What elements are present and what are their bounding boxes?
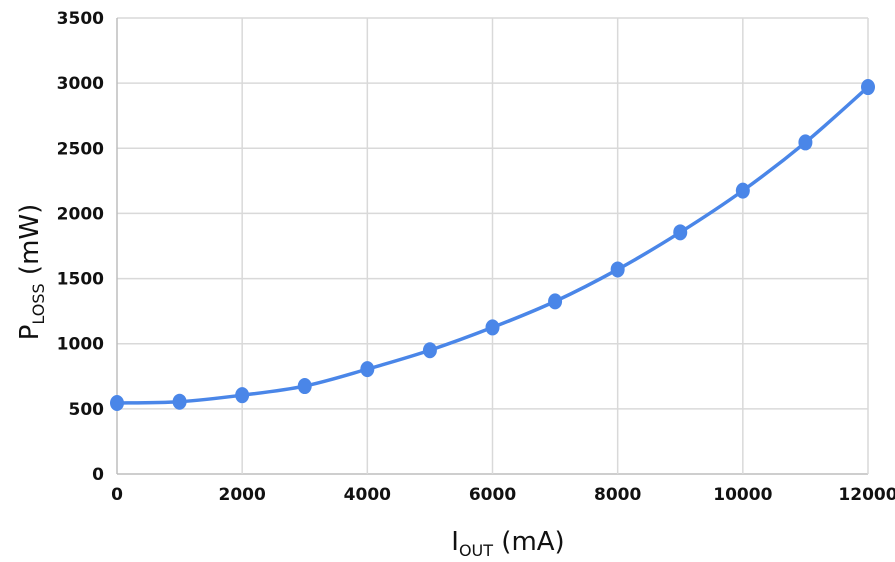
x-tick-label: 6000 bbox=[469, 485, 516, 505]
data-point bbox=[360, 361, 375, 378]
y-tick-label: 2500 bbox=[57, 139, 104, 159]
data-point bbox=[798, 134, 813, 151]
data-point bbox=[485, 319, 500, 336]
y-axis-title-sub: LOSS bbox=[29, 283, 48, 324]
data-point bbox=[172, 393, 187, 410]
x-axis-title-unit: (mA) bbox=[493, 527, 565, 557]
y-tick-label: 1500 bbox=[57, 270, 104, 290]
x-tick-label: 2000 bbox=[219, 485, 266, 505]
x-axis-title: IOUT (mA) bbox=[451, 527, 564, 560]
y-tick-label: 3000 bbox=[57, 74, 104, 94]
x-tick-label: 4000 bbox=[344, 485, 391, 505]
data-point bbox=[235, 387, 250, 404]
data-point bbox=[610, 261, 625, 278]
x-tick-label: 12000 bbox=[838, 485, 895, 505]
x-tick-labels: 0 2000 4000 6000 8000 10000 12000 bbox=[111, 485, 895, 505]
y-tick-label: 3500 bbox=[57, 9, 104, 29]
y-tick-labels: 0 500 1000 1500 2000 2500 3000 3500 bbox=[57, 9, 104, 485]
y-tick-label: 500 bbox=[69, 400, 105, 420]
y-axis-title-unit: (mW) bbox=[15, 204, 45, 284]
data-point bbox=[297, 378, 312, 395]
grid bbox=[116, 17, 869, 475]
y-axis-title: PLOSS (mW) bbox=[15, 204, 48, 341]
x-tick-label: 0 bbox=[111, 485, 123, 505]
x-tick-label: 10000 bbox=[713, 485, 772, 505]
data-point bbox=[673, 224, 688, 241]
y-tick-label: 1000 bbox=[57, 335, 104, 355]
x-axis-title-main: I bbox=[451, 527, 459, 557]
data-point bbox=[110, 394, 124, 411]
x-tick-label: 8000 bbox=[594, 485, 641, 505]
y-tick-label: 0 bbox=[92, 465, 104, 485]
data-points bbox=[110, 79, 875, 411]
data-point bbox=[548, 293, 563, 310]
x-axis-title-sub: OUT bbox=[459, 541, 493, 560]
data-point bbox=[422, 342, 437, 359]
y-axis-title-main: P bbox=[15, 325, 45, 341]
data-point bbox=[861, 79, 875, 96]
data-point bbox=[735, 182, 750, 199]
y-tick-label: 2000 bbox=[57, 204, 104, 224]
